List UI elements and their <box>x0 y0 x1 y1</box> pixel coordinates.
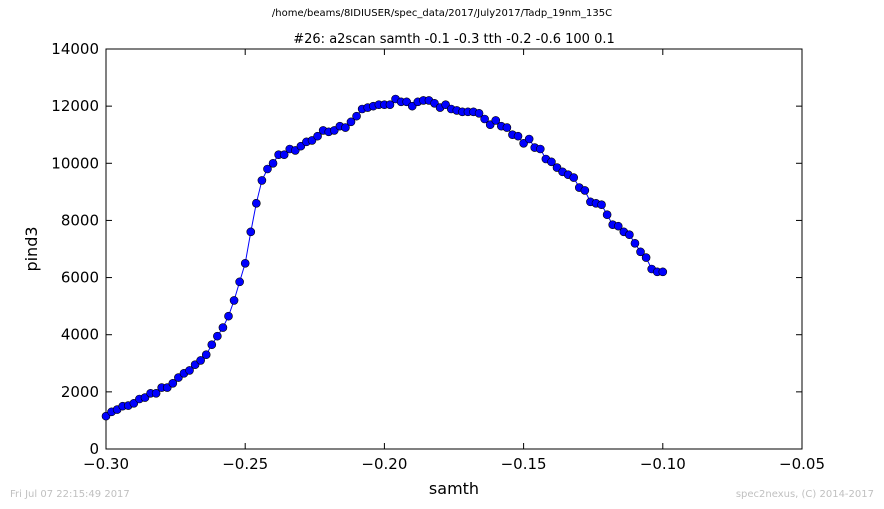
data-point <box>224 311 233 321</box>
data-point <box>213 331 222 341</box>
data-point <box>636 247 645 257</box>
data-point <box>480 114 489 124</box>
data-point <box>613 221 623 231</box>
data-point <box>346 117 356 127</box>
y-tick-label: 4000 <box>61 326 99 344</box>
y-tick-label: 6000 <box>61 269 99 287</box>
data-point <box>491 116 501 125</box>
data-point <box>263 164 272 174</box>
x-tick-label: −0.05 <box>779 455 825 473</box>
y-tick-label: 12000 <box>51 97 99 115</box>
x-tick-label: −0.30 <box>83 455 129 473</box>
data-point <box>625 230 634 240</box>
x-axis: −0.30 −0.25 −0.20 −0.15 −0.10 −0.05 <box>83 49 825 473</box>
y-tick-label: 2000 <box>61 383 99 401</box>
data-point <box>268 158 278 168</box>
data-point <box>207 340 217 350</box>
data-point <box>201 350 211 360</box>
data-point <box>641 253 651 262</box>
x-tick-label: −0.15 <box>501 455 547 473</box>
data-point <box>352 111 361 121</box>
x-tick-label: −0.10 <box>640 455 686 473</box>
chart-title: #26: a2scan samth -0.1 -0.3 tth -0.2 -0.… <box>293 32 615 47</box>
data-point <box>536 144 545 154</box>
y-tick-label: 14000 <box>51 40 99 58</box>
data-point <box>246 227 256 237</box>
y-tick-label: 0 <box>89 440 99 458</box>
data-point <box>168 378 178 388</box>
data-point <box>580 186 590 195</box>
data-point <box>240 258 250 268</box>
footer-timestamp: Fri Jul 07 22:15:49 2017 <box>10 489 130 500</box>
data-point <box>569 173 579 182</box>
x-tick-label: −0.25 <box>222 455 268 473</box>
plot-area <box>105 48 803 450</box>
y-tick-label: 8000 <box>61 211 99 229</box>
data-point <box>341 123 350 132</box>
data-point <box>257 176 267 185</box>
data-point <box>502 123 512 132</box>
data-point <box>252 198 261 208</box>
data-point <box>218 323 228 332</box>
x-axis-label: samth <box>429 479 479 498</box>
x-tick-label: −0.20 <box>361 455 407 473</box>
data-point <box>597 200 606 210</box>
data-point <box>547 157 556 167</box>
data-point <box>196 356 205 365</box>
data-point <box>185 366 194 375</box>
y-axis-label: pind3 <box>22 226 41 271</box>
data-point <box>474 108 484 118</box>
data-point <box>279 150 289 160</box>
y-axis: 0 2000 4000 6000 8000 10000 12000 14000 <box>51 40 802 458</box>
data-point <box>235 277 244 287</box>
data-point <box>313 131 322 141</box>
footer-credit: spec2nexus, (C) 2014-2017 <box>735 489 874 500</box>
data-point <box>513 131 523 141</box>
data-point <box>229 296 239 305</box>
data-point <box>658 267 668 277</box>
data-point <box>602 210 612 220</box>
series-pind3 <box>101 94 668 421</box>
y-tick-label: 10000 <box>51 154 99 172</box>
figure-suptitle: /home/beams/8IDIUSER/spec_data/2017/July… <box>271 8 613 19</box>
data-point <box>385 100 395 110</box>
data-point <box>524 134 534 144</box>
data-point <box>151 388 161 398</box>
data-point <box>630 238 640 248</box>
